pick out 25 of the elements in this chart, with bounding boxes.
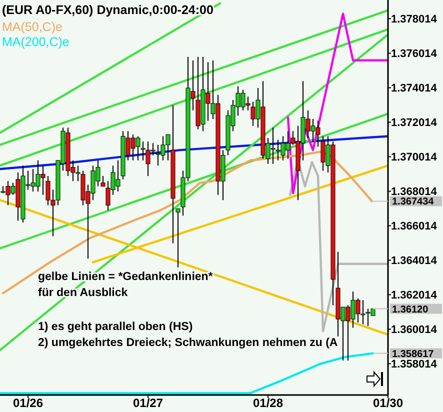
candlestick xyxy=(100,175,106,187)
x-tick-label: 01/27 xyxy=(132,396,164,410)
y-tick-label: 1.372014 xyxy=(391,117,438,130)
x-tick-label: 01/28 xyxy=(252,396,284,410)
y-tick-label: 1.366014 xyxy=(391,220,438,233)
y-tick-label: 1.378014 xyxy=(391,14,438,26)
candlestick xyxy=(176,208,180,268)
text: MA(50,C)e xyxy=(2,20,62,34)
y-tick-label: 1.358014 xyxy=(391,358,438,371)
annotation: 1) es geht parallel oben (HS) xyxy=(38,321,193,333)
candlestick xyxy=(140,140,146,161)
y-tick-label: 1.376014 xyxy=(391,48,438,60)
y-tick-label: 1.370014 xyxy=(391,152,438,164)
y-tick-label: 1.368014 xyxy=(391,186,438,198)
annotation: 1.36120 xyxy=(392,304,429,316)
y-tick-label: 1.362014 xyxy=(391,290,438,302)
y-tick-label: 1.364014 xyxy=(391,255,438,268)
y-tick-label: 1.374014 xyxy=(391,82,438,95)
y-tick-label: 1.360014 xyxy=(391,324,438,336)
x-tick-label: 01/30 xyxy=(372,396,404,410)
x-tick-label: 01/26 xyxy=(12,396,44,410)
annotation: 1.358617 xyxy=(392,348,434,360)
text: MA(200,C)e xyxy=(2,35,70,49)
annotation: 1.367434 xyxy=(392,196,434,208)
annotation: 2) umgekehrtes Dreieck; Schwankungen nehmen zu (A xyxy=(38,337,338,349)
